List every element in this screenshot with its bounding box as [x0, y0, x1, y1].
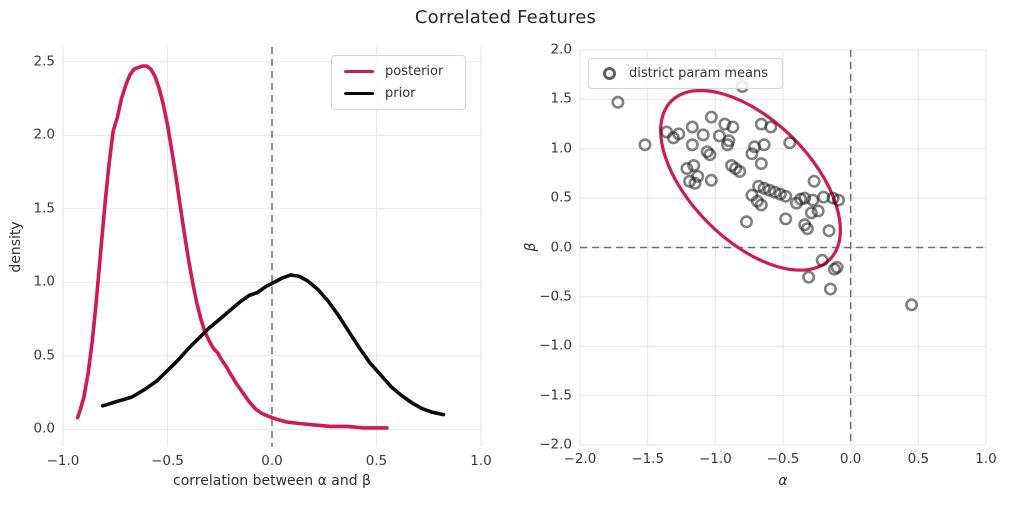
y-tick-label: 2.0 [33, 126, 55, 143]
scatter-point [807, 174, 821, 188]
scatter-legend: district param means [588, 58, 784, 89]
y-tick-label: 1.5 [550, 90, 572, 107]
scatter-point [740, 215, 754, 229]
scatter-point [703, 148, 717, 162]
scatter-point [687, 159, 701, 173]
scatter-point [779, 212, 793, 226]
scatter-point [726, 120, 740, 134]
posterior-line-swatch [344, 69, 374, 74]
y-tick-label: −2.0 [539, 436, 572, 453]
scatter-point [754, 198, 768, 212]
y-tick-label: −1.0 [539, 337, 572, 354]
x-tick-label: −1.5 [631, 451, 665, 467]
x-tick-label: −1.0 [46, 453, 80, 469]
prior-curve [100, 273, 446, 417]
scatter-point [696, 128, 710, 142]
scatter-point [830, 260, 844, 274]
legend-item-prior: prior [344, 87, 453, 100]
scatter-point [783, 136, 797, 150]
density-plot [62, 47, 482, 447]
x-tick-label: 0.0 [261, 453, 283, 469]
density-y-axis-label: density [8, 221, 24, 273]
scatter-point [764, 120, 778, 134]
legend-label-prior: prior [385, 86, 416, 101]
scatter-point [745, 147, 759, 161]
y-tick-label: 1.0 [33, 273, 55, 290]
scatter-plot [579, 49, 987, 446]
scatter-point [757, 138, 771, 152]
x-tick-label: −0.5 [766, 451, 800, 467]
scatter-point [733, 165, 747, 179]
x-tick-label: 1.0 [470, 453, 492, 469]
scatter-point [822, 224, 836, 238]
scatter-point [811, 204, 825, 218]
x-tick-label: 0.5 [907, 451, 930, 467]
density-legend: posterior prior [331, 55, 466, 110]
scatter-point [700, 145, 714, 159]
scatter-point [798, 191, 812, 205]
scatter-point [905, 298, 919, 312]
density-x-axis-label: correlation between α and β [173, 473, 371, 489]
legend-item-posterior: posterior [344, 65, 453, 78]
scatter-point [832, 193, 846, 207]
scatter-point [754, 157, 768, 171]
y-tick-label: 0.0 [550, 238, 572, 255]
scatter-point [638, 138, 652, 152]
scatter-point [721, 138, 735, 152]
prior-line-swatch [344, 91, 374, 96]
x-tick-label: −0.5 [151, 453, 184, 469]
scatter-point [802, 270, 816, 284]
scatter-x-axis-label: α [778, 473, 788, 489]
y-tick-label: −0.5 [539, 288, 572, 305]
x-tick-label: 1.0 [975, 451, 997, 467]
legend-label-district-param-means: district param means [629, 66, 769, 81]
legend-label-posterior: posterior [385, 64, 444, 79]
scatter-marker-swatch [603, 67, 616, 80]
posterior-curve [75, 64, 389, 430]
scatter-point [672, 127, 686, 141]
x-tick-label: 0.5 [365, 453, 388, 469]
scatter-point [660, 125, 674, 139]
y-tick-label: 2.5 [33, 52, 55, 69]
y-tick-label: 2.0 [550, 41, 572, 58]
scatter-point [712, 129, 726, 143]
scatter-point [704, 110, 718, 124]
x-tick-label: −2.0 [563, 451, 597, 467]
scatter-point [800, 222, 814, 236]
y-tick-label: 1.5 [33, 200, 55, 216]
scatter-point [611, 95, 625, 109]
scatter-point [685, 120, 699, 134]
scatter-point [779, 189, 793, 203]
x-tick-label: 0.0 [839, 451, 862, 467]
scatter-point [823, 282, 837, 296]
scatter-point [680, 162, 694, 176]
y-tick-label: 0.0 [33, 420, 55, 437]
scatter-y-axis-label: β [523, 242, 539, 252]
y-tick-label: 1.0 [550, 140, 572, 156]
scatter-point [685, 138, 699, 152]
x-tick-label: −1.0 [698, 451, 732, 467]
y-tick-label: 0.5 [33, 347, 55, 364]
scatter-point [718, 117, 732, 131]
scatter-point [704, 173, 718, 187]
y-tick-label: 0.5 [550, 189, 572, 206]
y-tick-label: −1.5 [539, 386, 572, 403]
figure-title: Correlated Features [414, 7, 597, 28]
scatter-point [688, 176, 702, 190]
scatter-point [815, 253, 829, 267]
scatter-point [804, 206, 818, 220]
